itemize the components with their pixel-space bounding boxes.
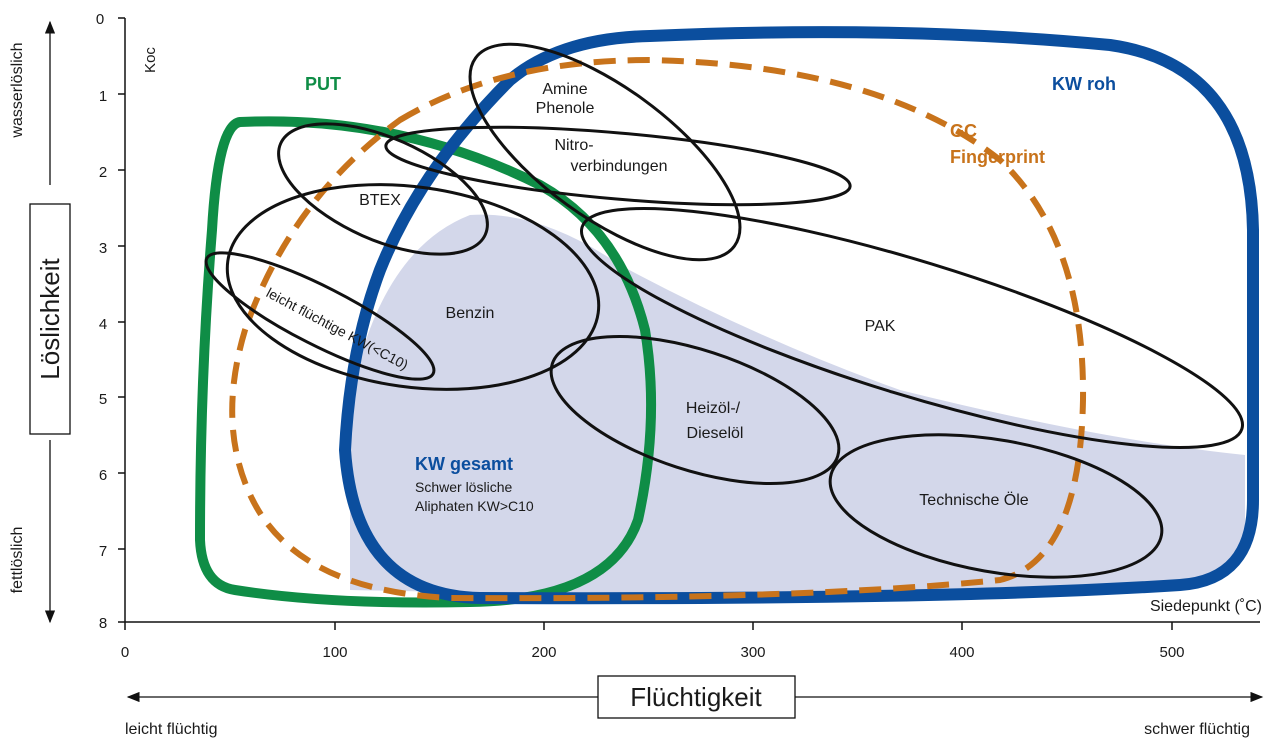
y-tick-label: 3 <box>99 240 107 257</box>
schwer-fluechtig-label: schwer flüchtig <box>1144 721 1250 738</box>
kw-gesamt-label: KW gesamt <box>415 454 513 474</box>
y-tick-label: 5 <box>99 391 107 408</box>
heizoel-label-2: Dieselöl <box>687 425 744 442</box>
pak-label: PAK <box>865 318 896 335</box>
gc-label-1: GC <box>950 121 977 141</box>
phenole-label: Phenole <box>536 100 595 117</box>
x-tick-label: 0 <box>121 644 129 661</box>
loeslichkeit-box <box>29 203 71 435</box>
x-tick-label: 400 <box>949 644 974 661</box>
amine-label: Amine <box>542 81 587 98</box>
btex-ellipse <box>277 122 489 256</box>
fluechtigkeit-title: Flüchtigkeit <box>630 682 762 712</box>
x-tick-label: 200 <box>531 644 556 661</box>
heizoel-ellipse <box>549 334 841 486</box>
nitro-label-1: Nitro- <box>554 137 593 154</box>
technische-ellipse <box>828 433 1164 579</box>
koc-label: Koc <box>142 47 159 73</box>
benzin-ellipse <box>225 183 601 391</box>
siedepunkt-label: Siedepunkt (˚C) <box>1150 598 1262 615</box>
amine-ellipse <box>468 42 742 262</box>
y-tick-label: 2 <box>99 164 107 181</box>
nitro-label-2: verbindungen <box>571 158 668 175</box>
leicht-fluechtig-label: leicht flüchtig <box>125 721 218 738</box>
gc-fingerprint-region <box>229 56 1087 602</box>
benzin-label: Benzin <box>446 305 495 322</box>
nitro-ellipse <box>384 125 852 207</box>
kw-roh-label: KW roh <box>1052 74 1116 94</box>
fluechtigkeit-box <box>597 675 796 719</box>
technische-oele-label: Technische Öle <box>919 491 1028 509</box>
leicht-ellipse <box>204 251 436 381</box>
y-tick-label: 1 <box>99 88 107 105</box>
y-tick-label: 7 <box>99 543 107 560</box>
loeslichkeit-title: Löslichkeit <box>35 258 65 380</box>
wasserloeslich-label: wasserlöslich <box>9 42 26 138</box>
y-tick-label: 0 <box>96 11 104 28</box>
x-tick-label: 100 <box>322 644 347 661</box>
x-tick-label: 300 <box>740 644 765 661</box>
x-tick-label: 500 <box>1159 644 1184 661</box>
y-tick-label: 8 <box>99 615 107 632</box>
put-label: PUT <box>305 74 341 94</box>
kw-gesamt-sub-2: Aliphaten KW>C10 <box>415 498 534 514</box>
gc-label-2: Fingerprint <box>950 147 1045 167</box>
heizoel-label-1: Heizöl-/ <box>686 400 741 417</box>
pak-ellipse <box>579 207 1245 449</box>
fettloeslich-label: fettlöslich <box>9 527 26 594</box>
kw-gesamt-sub-1: Schwer lösliche <box>415 479 512 495</box>
kw-gesamt-area <box>350 214 1245 595</box>
btex-label: BTEX <box>359 192 401 209</box>
y-tick-label: 4 <box>99 316 107 333</box>
y-tick-label: 6 <box>99 467 107 484</box>
